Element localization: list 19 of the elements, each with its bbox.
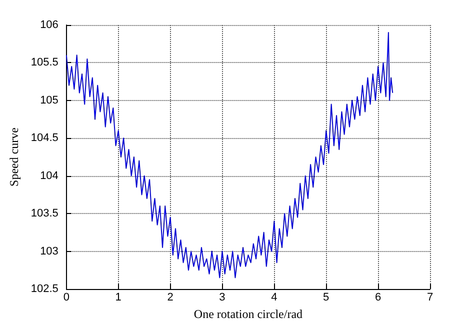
y-tick-label: 102.5 — [30, 283, 58, 295]
x-tick-label: 0 — [63, 292, 70, 304]
x-tick-label: 6 — [375, 292, 382, 304]
y-tick-label: 104 — [40, 170, 58, 182]
y-tick-label: 106 — [40, 19, 58, 31]
y-axis-title: Speed curve — [7, 128, 21, 186]
y-tick-label: 103 — [40, 245, 58, 258]
x-tick-label: 1 — [115, 292, 122, 304]
y-tick-label: 105 — [40, 94, 58, 106]
x-axis-title: One rotation circle/rad — [194, 306, 303, 321]
y-tick-label: 104.5 — [30, 132, 58, 144]
y-tick-label: 105.5 — [30, 56, 58, 69]
x-tick-label: 3 — [219, 292, 226, 304]
x-tick-label: 5 — [323, 292, 330, 304]
line-series — [66, 32, 394, 278]
x-tick-label: 4 — [271, 292, 278, 304]
y-tick-label: 103.5 — [30, 208, 58, 220]
x-tick-label: 2 — [167, 292, 174, 304]
x-tick-label: 7 — [426, 292, 434, 304]
